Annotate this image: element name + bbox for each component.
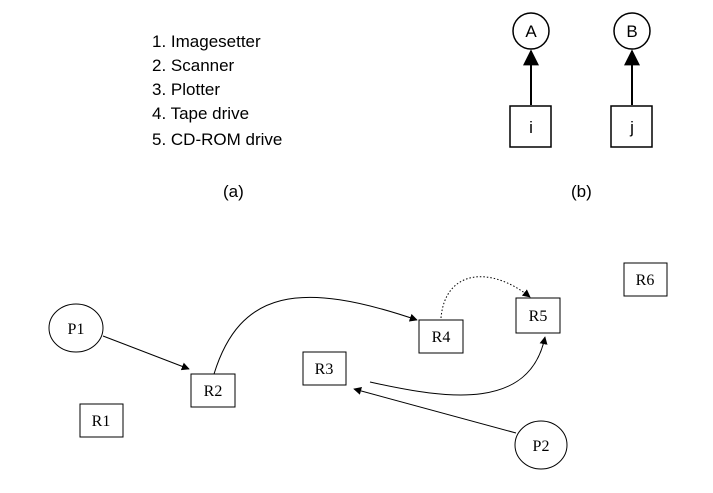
process-p1 (48, 303, 104, 353)
list-item-3: 3. Plotter (152, 80, 220, 99)
edge-r3-to-r5 (369, 336, 548, 396)
resource-r4 (418, 319, 464, 354)
panel-a-caption: (a) (223, 182, 244, 201)
resource-r3 (302, 351, 347, 386)
list-item-5: 5. CD-ROM drive (152, 130, 282, 149)
process-p1-label: P1 (68, 321, 85, 338)
edge-r4-to-r5-dotted (440, 276, 531, 319)
node-a-label: A (525, 22, 537, 41)
node-j-label: j (629, 118, 634, 137)
process-p2-label: P2 (533, 438, 550, 455)
edge-p2-to-r3 (353, 387, 517, 434)
list-item-4: 4. Tape drive (152, 104, 249, 123)
node-j-box (610, 105, 653, 148)
node-i-label: i (529, 118, 533, 137)
panel-a: 1. Imagesetter 2. Scanner 3. Plotter 4. … (152, 32, 282, 201)
list-item-2: 2. Scanner (152, 56, 235, 75)
process-p2 (514, 420, 568, 470)
resource-r5 (515, 297, 561, 334)
edge-p1-to-r2 (102, 335, 190, 371)
node-i-box (509, 105, 552, 148)
panel-b-caption: (b) (571, 182, 592, 201)
resource-r3-label: R3 (315, 361, 334, 378)
resource-r6 (623, 262, 668, 297)
resource-r2 (190, 373, 236, 408)
node-b-label: B (626, 22, 637, 41)
edge-r2-to-r4 (213, 296, 418, 375)
list-item-1: 1. Imagesetter (152, 32, 261, 51)
resource-graph: P1 P2 R1 R2 R3 R4 R5 R6 (48, 262, 668, 470)
resource-r4-label: R4 (432, 329, 451, 346)
resource-r2-label: R2 (204, 383, 223, 400)
resource-r1-label: R1 (92, 413, 111, 430)
node-a-circle (512, 12, 550, 50)
resource-r5-label: R5 (529, 308, 548, 325)
resource-r6-label: R6 (636, 272, 655, 289)
node-b-circle (613, 12, 651, 50)
resource-r1 (79, 403, 124, 438)
panel-b: A i B j (b) (509, 12, 653, 201)
